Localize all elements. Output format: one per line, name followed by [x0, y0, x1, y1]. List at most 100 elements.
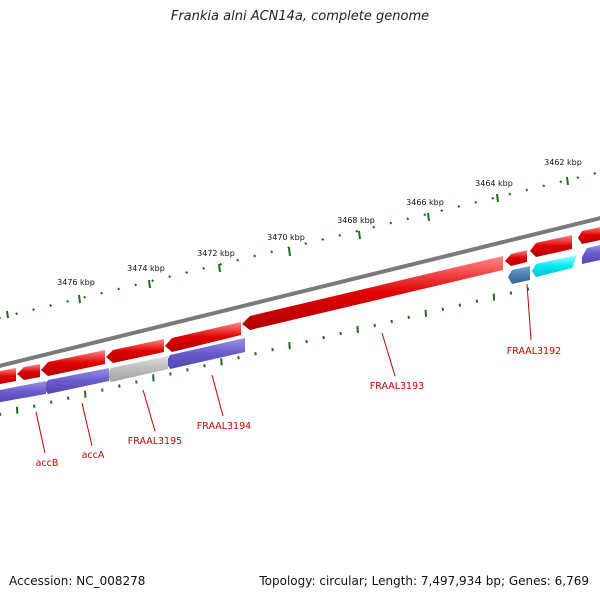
- ruler-major-tick: [427, 212, 430, 222]
- ruler-minor-tick: [474, 200, 478, 204]
- ruler-minor-tick: [185, 271, 189, 274]
- cds-reverse-fraal3195[interactable]: [107, 356, 168, 382]
- leader-acca: [81, 402, 93, 447]
- ruler-minor-tick: [253, 254, 257, 258]
- cds-forward-1[interactable]: [578, 226, 600, 244]
- inner-ruler-major-tick: [15, 406, 19, 414]
- gene-label-fraal3195[interactable]: FRAAL3195: [128, 436, 182, 447]
- gene-label-acca[interactable]: accA: [82, 450, 105, 461]
- inner-ruler-major-tick: [84, 390, 87, 398]
- ruler-label-3470: 3470 kbp: [267, 233, 305, 242]
- inner-ruler-minor-tick: [390, 319, 393, 324]
- ruler-major-tick: [358, 230, 361, 240]
- ruler-major-tick: [148, 279, 151, 289]
- gene-label-fraal3192[interactable]: FRAAL3192: [507, 346, 561, 357]
- ruler-minor-tick: [372, 225, 376, 229]
- inner-ruler-minor-tick: [322, 335, 325, 340]
- inner-ruler-minor-tick: [186, 368, 189, 372]
- cds-forward-7[interactable]: [17, 364, 40, 380]
- ruler-minor-tick: [236, 258, 240, 262]
- ruler-label-3476: 3476 kbp: [57, 278, 95, 287]
- ruler-minor-tick: [457, 204, 461, 208]
- ruler-minor-tick: [100, 291, 104, 295]
- inner-ruler-minor-tick: [118, 384, 121, 388]
- ruler-minor-tick: [321, 237, 325, 241]
- ruler-minor-tick: [270, 250, 274, 254]
- inner-ruler-minor-tick: [32, 404, 36, 408]
- ruler-minor-tick: [151, 279, 155, 283]
- ruler-label-3464: 3464 kbp: [475, 179, 513, 188]
- cds-forward-2[interactable]: [530, 235, 572, 257]
- genome-summary-text: Topology: circular; Length: 7,497,934 bp…: [259, 574, 589, 588]
- cds-reverse-fraal3194[interactable]: [166, 338, 245, 369]
- forward-strand-features: [0, 226, 600, 385]
- ruler-minor-tick: [406, 217, 410, 221]
- ruler-minor-tick: [117, 287, 121, 291]
- cds-forward-3[interactable]: [505, 250, 527, 266]
- cds-forward-8[interactable]: [0, 368, 16, 385]
- leader-accb: [35, 411, 46, 454]
- cds-reverse-right[interactable]: [582, 244, 600, 264]
- cds-reverse-acca[interactable]: [43, 368, 109, 394]
- inner-ruler-major-tick: [288, 342, 291, 350]
- ruler-minor-tick: [423, 213, 427, 217]
- inner-ruler-minor-tick: [271, 348, 274, 352]
- ruler-minor-tick: [83, 295, 87, 299]
- inner-ruler-major-tick: [492, 293, 496, 301]
- ruler-minor-tick: [202, 266, 206, 270]
- inner-ruler-minor-tick: [407, 315, 410, 320]
- cds-reverse-accb[interactable]: [0, 381, 46, 403]
- cds-forward-5[interactable]: [106, 339, 164, 363]
- ruler-minor-tick: [134, 283, 138, 287]
- ruler-minor-tick: [15, 312, 19, 316]
- ruler-label-3474: 3474 kbp: [127, 264, 165, 273]
- gene-label-fraal3193[interactable]: FRAAL3193: [370, 381, 424, 392]
- inner-ruler-minor-tick: [254, 352, 257, 356]
- gene-label-accb[interactable]: accB: [36, 458, 59, 469]
- ruler-minor-tick: [576, 176, 580, 180]
- ruler-minor-tick: [168, 275, 172, 279]
- cds-forward-6[interactable]: [41, 350, 105, 376]
- ruler-major-tick: [6, 310, 9, 319]
- ruler-major-tick: [566, 176, 569, 186]
- ruler-major-tick: [496, 193, 499, 203]
- gene-label-fraal3194[interactable]: FRAAL3194: [197, 421, 251, 432]
- ruler-minor-tick: [66, 299, 70, 303]
- ruler-minor-tick: [355, 229, 359, 233]
- cds-forward-fraal3193[interactable]: [242, 256, 503, 330]
- accession-text: Accession: NC_008278: [9, 574, 146, 588]
- ruler-minor-tick: [491, 196, 495, 200]
- cds-reverse-cyan[interactable]: [532, 255, 577, 277]
- ruler: [0, 171, 597, 416]
- ruler-minor-tick: [49, 304, 53, 307]
- inner-ruler-minor-tick: [441, 307, 445, 311]
- cds-forward-4[interactable]: [165, 322, 241, 352]
- inner-ruler-minor-tick: [475, 299, 479, 303]
- inner-ruler-minor-tick: [66, 396, 70, 400]
- ruler-minor-tick: [508, 192, 512, 196]
- ruler-minor-tick: [338, 233, 342, 237]
- inner-ruler-minor-tick: [237, 356, 240, 360]
- ruler-minor-tick: [542, 184, 546, 188]
- ruler-label-3466: 3466 kbp: [406, 198, 444, 207]
- label-leaders: [35, 283, 532, 454]
- ruler-minor-tick: [593, 171, 597, 175]
- ruler-label-3468: 3468 kbp: [337, 216, 375, 225]
- inner-ruler-minor-tick: [305, 339, 308, 344]
- inner-ruler-minor-tick: [49, 400, 53, 404]
- inner-ruler-minor-tick: [169, 372, 172, 376]
- leader-fraal3193: [381, 332, 396, 377]
- cds-reverse-fraal3192[interactable]: [508, 266, 530, 284]
- inner-ruler-minor-tick: [101, 388, 104, 392]
- ruler-minor-tick: [559, 180, 563, 184]
- leader-fraal3194: [211, 374, 224, 417]
- inner-ruler-major-tick: [152, 374, 155, 382]
- ruler-label-3462: 3462 kbp: [544, 158, 582, 167]
- leader-fraal3195: [142, 389, 156, 432]
- inner-ruler-minor-tick: [339, 331, 342, 336]
- ruler-minor-tick: [440, 209, 444, 213]
- ruler-label-3472: 3472 kbp: [197, 249, 235, 258]
- ruler-minor-tick: [304, 242, 308, 246]
- inner-ruler-major-tick: [356, 325, 359, 334]
